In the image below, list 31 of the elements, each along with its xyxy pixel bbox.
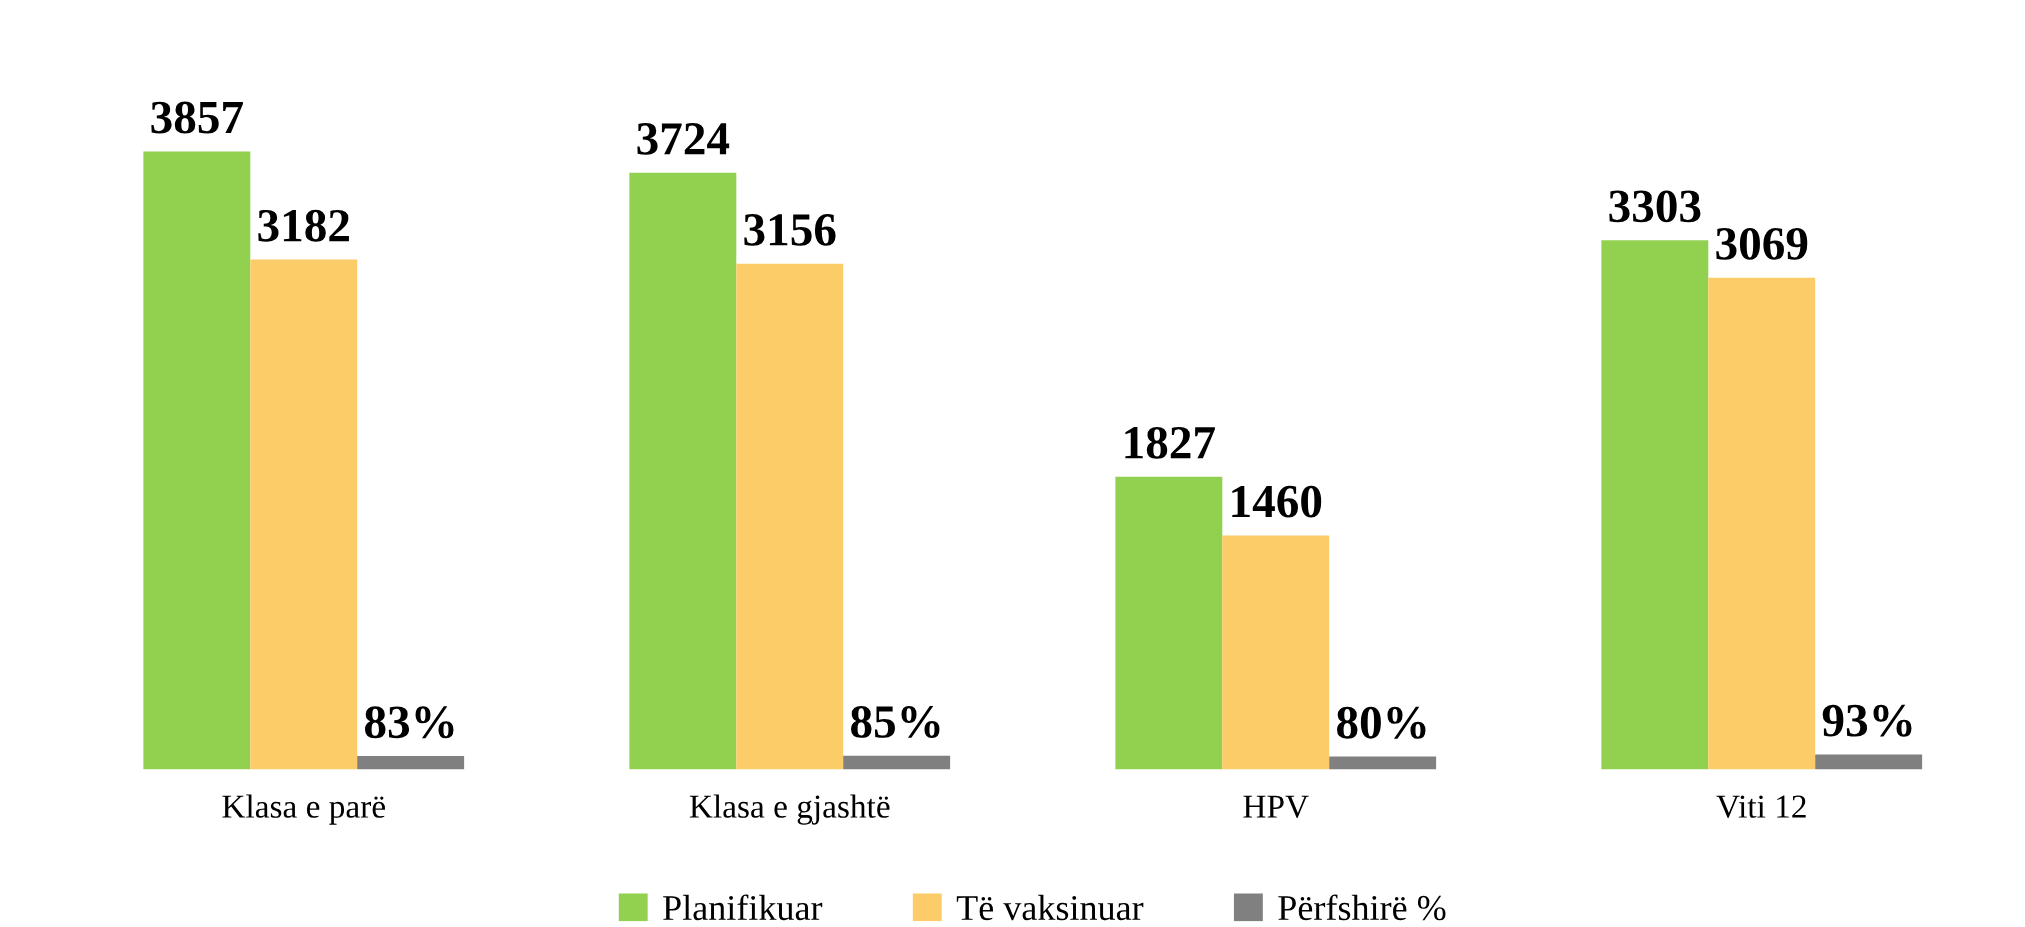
x-tick-label: Klasa e gjashtë	[689, 794, 890, 825]
data-label: 83%	[365, 706, 454, 739]
data-label: 3857	[151, 101, 243, 134]
data-label: 1827	[1125, 426, 1215, 459]
bar	[357, 756, 465, 770]
bar	[1708, 277, 1816, 770]
data-label: 3156	[744, 214, 836, 246]
data-label: 3303	[1609, 190, 1701, 223]
legend-label: Planifikuar	[663, 894, 823, 921]
data-label: 3069	[1716, 227, 1808, 260]
bar	[629, 172, 737, 770]
x-tick-label: Viti 12	[1716, 795, 1806, 819]
data-label: 3724	[637, 123, 730, 155]
data-label: 1460	[1232, 485, 1322, 518]
data-label: 93%	[1822, 704, 1912, 737]
x-tick-label: HPV	[1243, 795, 1309, 819]
bar	[736, 263, 844, 770]
data-label: 80%	[1337, 706, 1426, 739]
bar	[250, 259, 358, 770]
legend-label: Përfshirë %	[1278, 894, 1446, 921]
data-label: 85%	[851, 706, 940, 739]
bar	[143, 151, 251, 770]
data-label: 3182	[258, 209, 349, 242]
x-tick-label: Klasa e parë	[222, 794, 385, 825]
legend-label: Të vaksinuar	[956, 894, 1144, 921]
bar	[1601, 240, 1709, 770]
bar	[1115, 476, 1223, 770]
bar	[1222, 535, 1330, 770]
bar	[1329, 756, 1437, 770]
bar	[1815, 754, 1923, 770]
bar	[843, 755, 951, 770]
